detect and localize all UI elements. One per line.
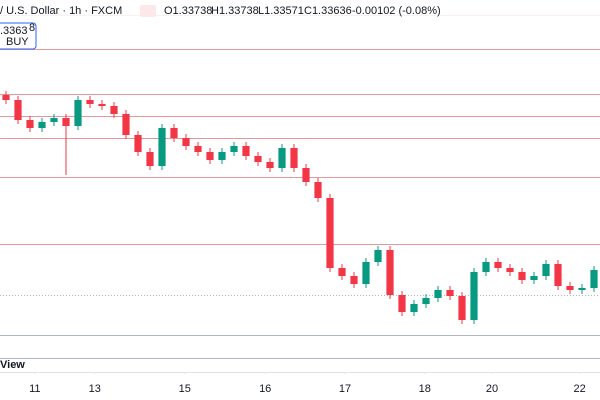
x-tick-label: 20 (486, 383, 498, 395)
drawn-levels (0, 15, 600, 373)
candle-body (386, 250, 394, 295)
candle-body (506, 268, 514, 272)
x-tick-label: 22 (573, 383, 585, 395)
candle-body (50, 118, 58, 122)
candle-body (530, 276, 538, 280)
candle-body (398, 295, 406, 312)
buy-box[interactable] (0, 22, 37, 50)
x-tick-label: 15 (179, 383, 191, 395)
candle-body (14, 100, 22, 120)
x-tick-label: 18 (419, 383, 431, 395)
candle-body (242, 146, 250, 156)
candle-body (62, 118, 70, 126)
candle-body (290, 148, 298, 168)
candle-body (578, 288, 586, 290)
x-tick-label: 13 (89, 383, 101, 395)
candle-body (314, 182, 322, 198)
candle-body (158, 128, 166, 166)
candle-body (482, 262, 490, 272)
plot (2, 91, 598, 324)
ohlc-high: H1.33738 (211, 5, 259, 17)
candle-body (122, 114, 130, 135)
market-icon (140, 5, 156, 17)
candle-body (374, 250, 382, 262)
candle-body (278, 148, 286, 168)
candle-body (470, 272, 478, 320)
buy-label[interactable]: BUY (6, 36, 29, 48)
candle-body (254, 156, 262, 162)
ohlc-change: -0.00102 (-0.08%) (352, 5, 441, 17)
candle-body (38, 122, 46, 128)
candle-body (362, 262, 370, 284)
candle-body (458, 296, 466, 320)
candle-body (302, 168, 310, 182)
ohlc-low: L1.33571 (258, 5, 304, 17)
candle-body (230, 146, 238, 152)
candle-body (422, 298, 430, 304)
candle-body (266, 162, 274, 168)
candle-body (590, 270, 598, 288)
candle-body (218, 152, 226, 160)
candle-body (182, 138, 190, 146)
candle-body (2, 95, 10, 100)
buy-price-small[interactable]: 8 (29, 22, 35, 34)
candle-body (338, 268, 346, 276)
candle-body (194, 146, 202, 152)
candle-body (566, 286, 574, 290)
x-tick-label: 16 (259, 383, 271, 395)
ohlc-close: C1.33636 (304, 5, 352, 17)
candle-body (86, 100, 94, 104)
candle-body (410, 304, 418, 312)
buy-price[interactable]: .3363 (0, 25, 28, 37)
candle-body (446, 290, 454, 296)
candle-body (74, 100, 82, 126)
x-tick-label: 11 (29, 383, 40, 395)
candle-body (110, 106, 118, 114)
symbol: / U.S. Dollar · 1h · FXCM (0, 5, 122, 17)
candle-body (98, 104, 106, 106)
x-tick-label: 17 (339, 383, 351, 395)
buy-button[interactable]: .3363 8 BUY (0, 22, 37, 50)
candle-body (554, 264, 562, 286)
candle-body (206, 152, 214, 160)
candle-body (170, 128, 178, 138)
candle-body (542, 264, 550, 276)
candle-body (494, 262, 502, 268)
candle-body (350, 276, 358, 284)
logo: View (0, 359, 25, 371)
candle-body (26, 120, 34, 128)
candle-body (134, 135, 142, 152)
candle-body (434, 290, 442, 298)
candle-body (518, 272, 526, 280)
ohlc-open: O1.33738 (164, 5, 212, 17)
candle-body (146, 152, 154, 166)
candle-body (326, 198, 334, 268)
